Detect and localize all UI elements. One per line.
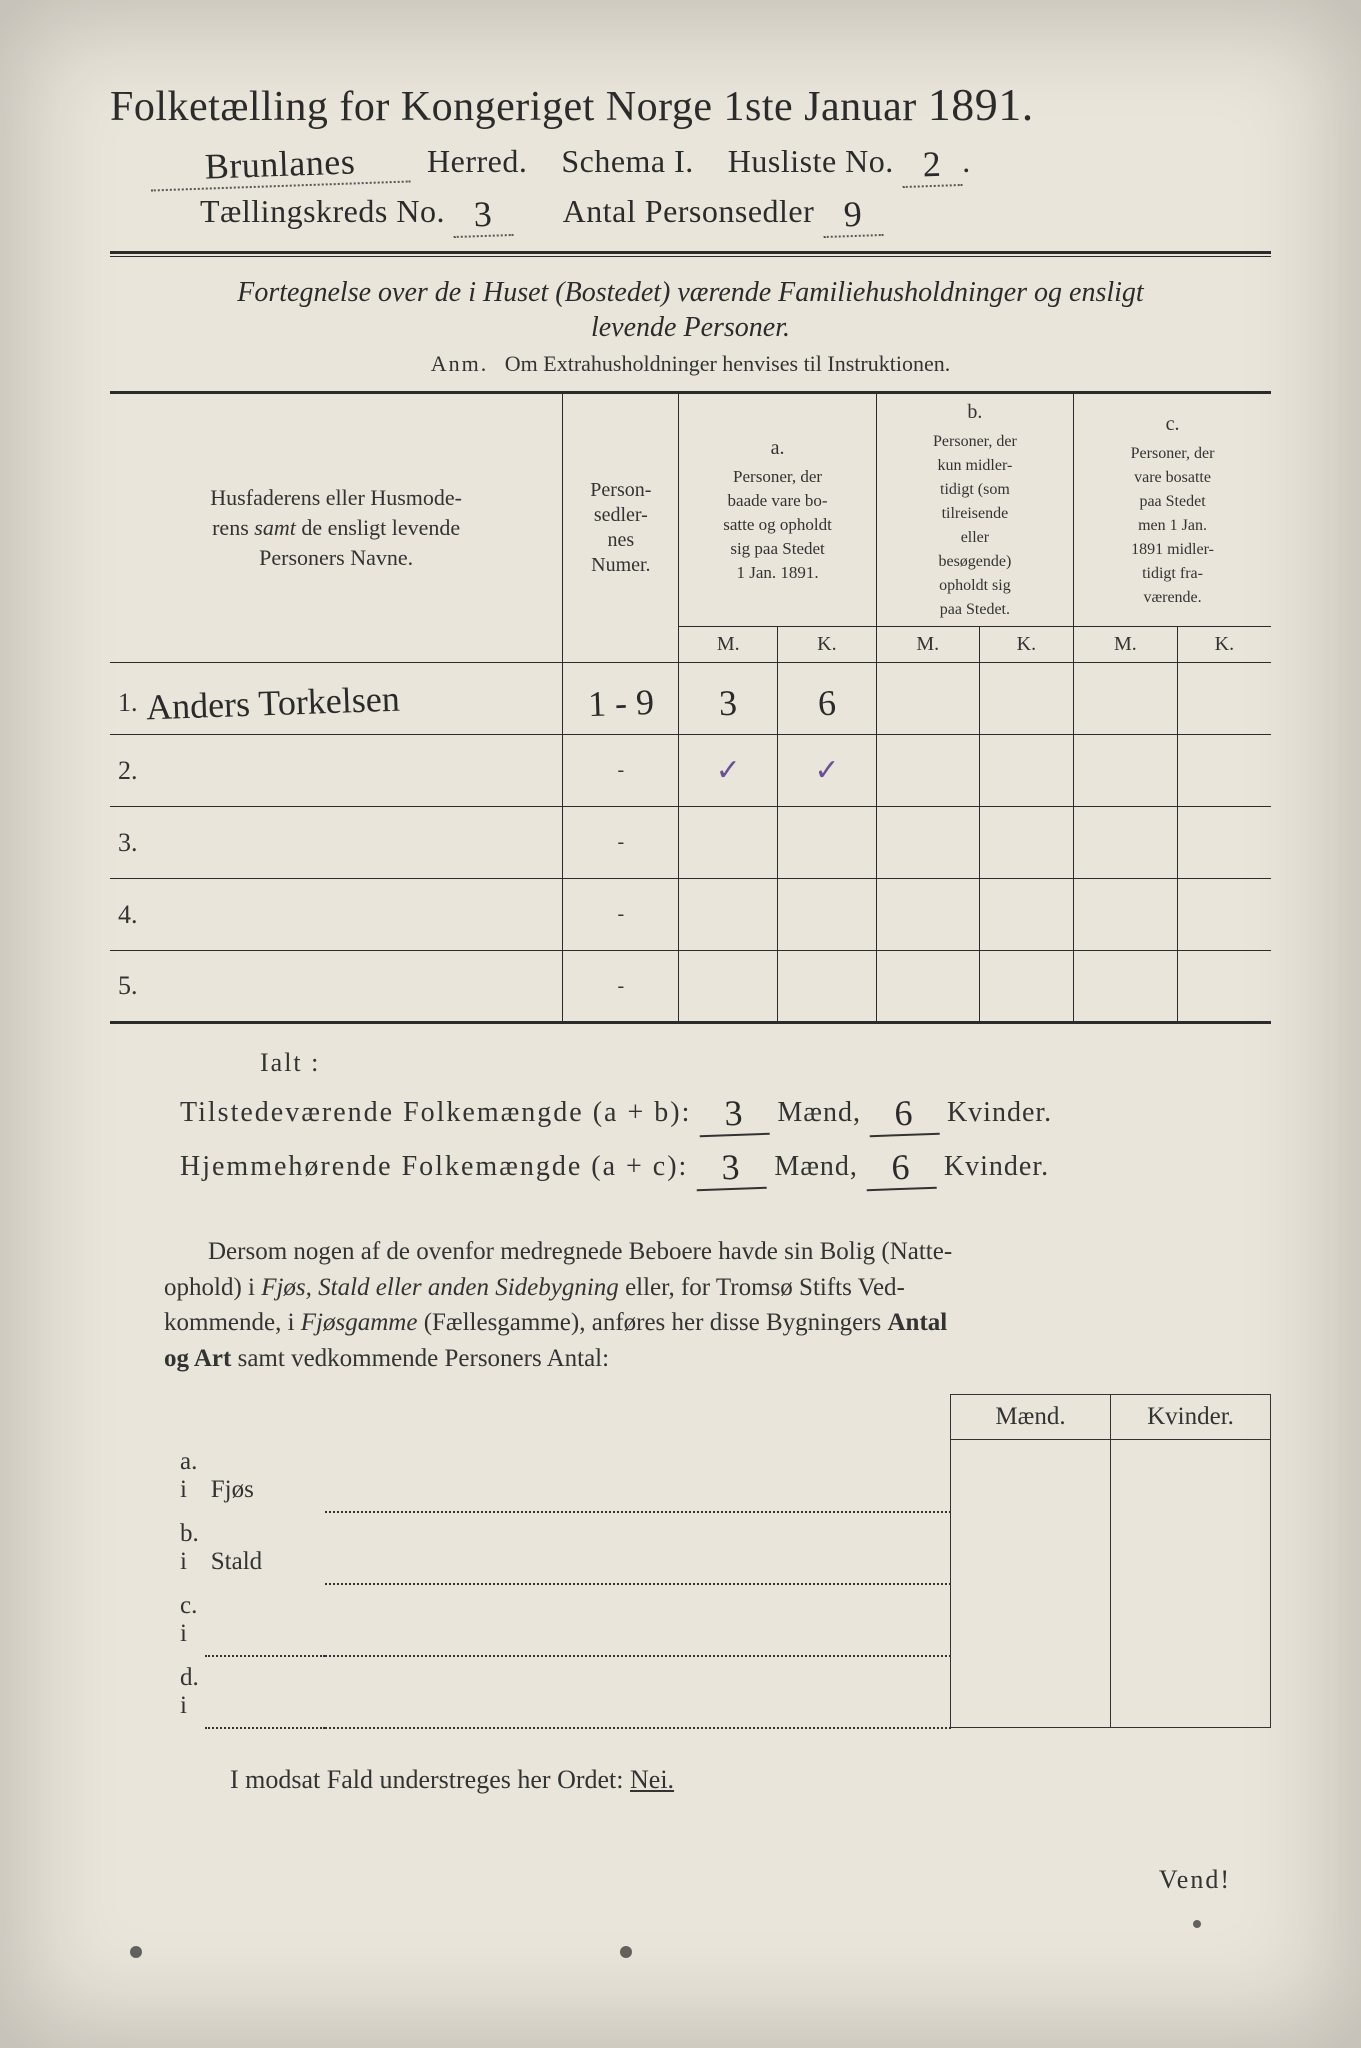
col-b-m: M. — [876, 627, 979, 663]
table-row: 2. - ✓ ✓ — [110, 735, 1271, 807]
numer-cell: 1 - 9 — [587, 680, 654, 724]
ink-stain — [1193, 1920, 1201, 1928]
anm-label: Anm. — [431, 351, 489, 376]
sum2-m: 3 — [696, 1145, 767, 1191]
annotation-line: Anm. Om Extrahusholdninger henvises til … — [110, 351, 1271, 377]
herred-handwritten: Brunlanes — [149, 138, 410, 191]
numer-cell: - — [618, 759, 625, 781]
cell-aK: ✓ — [814, 754, 839, 787]
cell-aK: 6 — [817, 681, 836, 724]
sum2-k: 6 — [865, 1145, 936, 1191]
vend-text: Vend! — [110, 1865, 1271, 1895]
title-year: 1891. — [928, 79, 1034, 130]
th-col-a: a. Personer, derbaade vare bo-satte og o… — [679, 393, 876, 627]
census-form-page: Folketælling for Kongeriget Norge 1ste J… — [0, 0, 1361, 2048]
table-row: 5. - — [110, 951, 1271, 1023]
cell-bK — [979, 663, 1073, 735]
cell-bM — [876, 663, 979, 735]
subtitle-line1: Fortegnelse over de i Huset (Bostedet) v… — [237, 277, 1143, 308]
husliste-label: Husliste No. — [728, 143, 894, 179]
side-building-table: Mænd. Kvinder. a. i Fjøs b. i Stald c. i… — [110, 1394, 1271, 1729]
herred-label: Herred. — [427, 143, 527, 179]
husliste-no: 2 — [902, 142, 963, 188]
cell-cM — [1074, 663, 1178, 735]
kvinder-label: Kvinder. — [947, 1097, 1052, 1128]
side-row: b. i Stald — [110, 1512, 1271, 1584]
sum1-label: Tilstedeværende Folkemængde (a + b): — [180, 1097, 691, 1128]
ink-stain — [620, 1946, 632, 1958]
numer-cell: - — [618, 831, 625, 853]
side-row: c. i — [110, 1584, 1271, 1656]
sum-line-ab: Tilstedeværende Folkemængde (a + b): 3 M… — [110, 1088, 1271, 1132]
header-row-herred: Brunlanes Herred. Schema I. Husliste No.… — [110, 139, 1271, 183]
main-table: Husfaderens eller Husmode-rens samt de e… — [110, 391, 1271, 1024]
col-b-k: K. — [979, 627, 1073, 663]
col-a-m: M. — [679, 627, 778, 663]
sum2-label: Hjemmehørende Folkemængde (a + c): — [180, 1151, 688, 1182]
title-text: Folketælling for Kongeriget Norge 1ste J… — [110, 84, 917, 130]
page-title: Folketælling for Kongeriget Norge 1ste J… — [110, 78, 1271, 131]
side-row: a. i Fjøs — [110, 1440, 1271, 1512]
divider — [110, 251, 1271, 257]
kreds-no: 3 — [453, 192, 514, 238]
sum-line-ac: Hjemmehørende Folkemængde (a + c): 3 Mæn… — [110, 1142, 1271, 1186]
subtitle: Fortegnelse over de i Huset (Bostedet) v… — [110, 275, 1271, 345]
antal-label: Antal Personsedler — [563, 193, 815, 229]
col-c-m: M. — [1074, 627, 1178, 663]
side-row: d. i — [110, 1656, 1271, 1728]
kreds-label: Tællingskreds No. — [200, 193, 445, 229]
th-col-c: c. Personer, dervare bosattepaa Stedetme… — [1074, 393, 1271, 627]
th-numer: Person-sedler-nesNumer. — [563, 393, 679, 663]
kvinder-label: Kvinder. — [944, 1151, 1049, 1182]
maend-label: Mænd, — [777, 1097, 861, 1128]
maend-label: Mænd, — [774, 1151, 858, 1182]
table-row: 1.Anders Torkelsen 1 - 9 3 6 — [110, 663, 1271, 735]
table-row: 4. - — [110, 879, 1271, 951]
col-c-k: K. — [1177, 627, 1271, 663]
schema-label: Schema I. — [561, 143, 693, 179]
header-row-kreds: Tællingskreds No. 3 Antal Personsedler 9 — [110, 189, 1271, 233]
cell-cK — [1177, 663, 1271, 735]
th-col-b: b. Personer, derkun midler-tidigt (somti… — [876, 393, 1073, 627]
cell-aM: 3 — [718, 681, 737, 724]
name-cell: Anders Torkelsen — [145, 677, 400, 728]
cell-aM: ✓ — [716, 754, 741, 787]
instruction-paragraph: Dersom nogen af de ovenfor medregnede Be… — [110, 1234, 1271, 1376]
side-maend: Mænd. — [951, 1395, 1111, 1440]
nei-word: Nei. — [630, 1765, 674, 1794]
table-row: 3. - — [110, 807, 1271, 879]
numer-cell: - — [618, 903, 625, 925]
ialt-label: Ialt : — [260, 1048, 1271, 1078]
sum1-k: 6 — [868, 1091, 939, 1137]
sum1-m: 3 — [699, 1091, 770, 1137]
subtitle-line2: levende Personer. — [591, 312, 790, 343]
th-names: Husfaderens eller Husmode-rens samt de e… — [110, 393, 563, 663]
anm-text: Om Extrahusholdninger henvises til Instr… — [505, 351, 950, 376]
ink-stain — [130, 1946, 142, 1958]
modsat-pre: I modsat Fald understreges her Ordet: — [230, 1765, 624, 1794]
modsat-line: I modsat Fald understreges her Ordet: Ne… — [230, 1765, 1271, 1795]
side-kvinder: Kvinder. — [1111, 1395, 1271, 1440]
col-a-k: K. — [778, 627, 877, 663]
antal-no: 9 — [822, 192, 883, 238]
numer-cell: - — [618, 975, 625, 997]
